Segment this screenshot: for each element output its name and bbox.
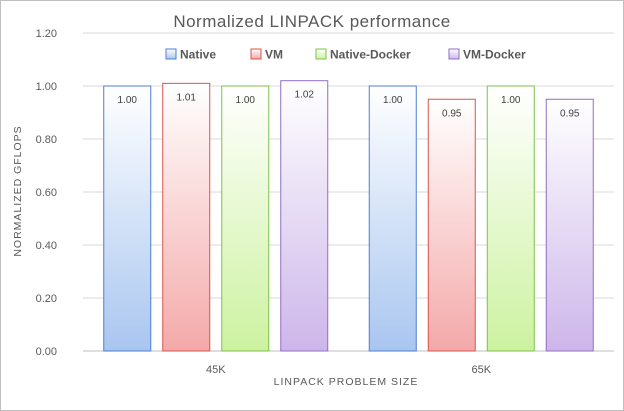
bar-vm-docker-45k [280,80,329,352]
legend-swatch [448,48,460,60]
y-tick-label: 0.00 [36,346,57,358]
data-labels: 1.00 1.01 1.00 1.02 1.00 0.95 1.00 0.95 [118,90,580,120]
bar-vm-docker-65k [545,98,594,352]
legend-label: Native-Docker [330,48,411,62]
legend-swatch [165,48,177,60]
data-label: 1.01 [177,92,197,103]
bar-native-65k [368,85,417,352]
legend-swatch [250,48,262,60]
x-axis-ticks: 45K 65K [206,364,492,376]
legend-item-vm: VM [250,48,283,62]
legend-label: VM-Docker [463,48,526,62]
x-tick-label: 65K [471,364,491,376]
bar-native-45k [103,85,152,352]
y-tick-label: 0.20 [36,293,57,305]
x-tick-label: 45K [206,364,226,376]
bars [103,80,594,352]
legend-item-native-docker: Native-Docker [315,48,411,62]
legend: Native VM Native-Docker VM-Docker [165,48,526,62]
y-tick-label: 1.20 [36,28,57,40]
legend-label: Native [180,48,216,62]
y-tick-label: 0.80 [36,134,57,146]
data-label: 1.00 [383,95,403,106]
x-axis-title: LINPACK PROBLEM SIZE [274,376,419,388]
legend-item-vm-docker: VM-Docker [448,48,526,62]
chart-title: Normalized LINPACK performance [173,12,450,31]
y-axis-title: NORMALIZED GFLOPS [12,125,24,256]
y-tick-label: 0.60 [36,187,57,199]
legend-item-native: Native [165,48,216,62]
y-tick-label: 1.00 [36,81,57,93]
bar-native-docker-65k [486,85,535,352]
data-label: 0.95 [560,108,580,119]
legend-swatch [315,48,327,60]
bar-vm-65k [427,98,476,352]
data-label: 1.00 [118,95,138,106]
bar-vm-45k [162,82,211,352]
data-label: 1.00 [501,95,521,106]
bar-native-docker-45k [221,85,270,352]
legend-label: VM [265,48,283,62]
y-axis-ticks: 0.00 0.20 0.40 0.60 0.80 1.00 1.20 [36,28,57,358]
y-tick-label: 0.40 [36,240,57,252]
data-label: 1.02 [295,90,315,101]
data-label: 0.95 [442,108,462,119]
data-label: 1.00 [236,95,256,106]
